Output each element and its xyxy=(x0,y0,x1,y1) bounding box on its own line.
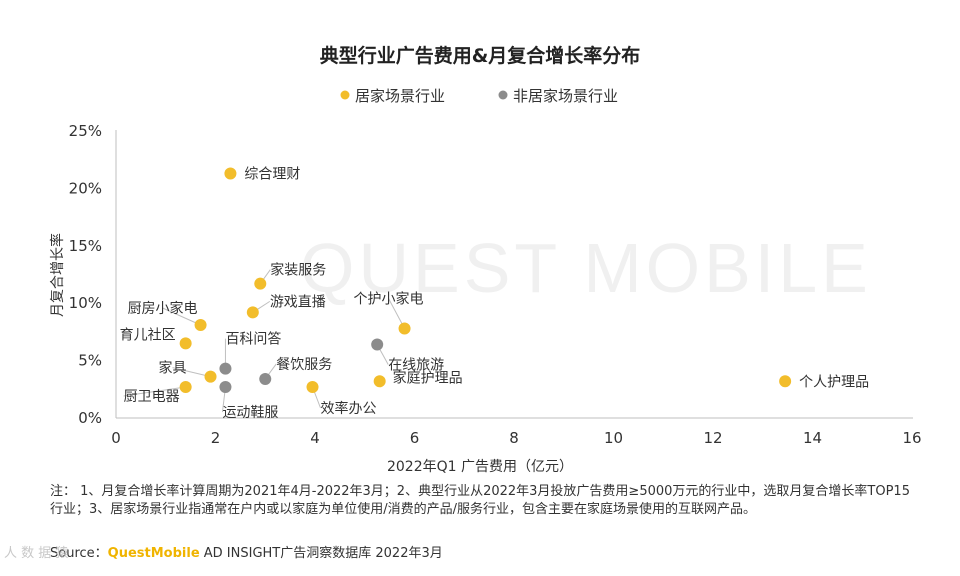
x-tick-label: 0 xyxy=(111,429,121,447)
y-axis-title: 月复合增长率 xyxy=(49,233,66,317)
y-tick-label: 15% xyxy=(69,237,102,255)
source-line: Source：QuestMobile AD INSIGHT广告洞察数据库 202… xyxy=(50,542,443,561)
data-point xyxy=(373,375,386,388)
point-label: 个人护理品 xyxy=(799,374,869,390)
legend-label: 非居家场景行业 xyxy=(513,87,618,105)
legend-marker xyxy=(340,90,350,100)
source-suffix: AD INSIGHT广告洞察数据库 2022年3月 xyxy=(199,546,443,561)
data-point xyxy=(779,375,792,388)
legend-marker xyxy=(498,90,508,100)
point-label: 家庭护理品 xyxy=(393,369,463,386)
point-label: 综合理财 xyxy=(244,166,300,182)
x-ticks: 0 2 4 6 8 10 12 14 16 xyxy=(111,429,921,447)
corner-watermark: 人 数 据 猿 xyxy=(4,546,69,561)
x-tick-label: 14 xyxy=(803,429,822,447)
point-label: 运动鞋服 xyxy=(222,405,278,421)
data-point xyxy=(246,306,259,319)
data-point xyxy=(194,319,207,332)
data-point xyxy=(306,381,319,394)
y-tick-label: 0% xyxy=(78,409,102,427)
point-label: 育儿社区 xyxy=(120,327,176,343)
legend: 居家场景行业 非居家场景行业 xyxy=(340,87,618,105)
data-points xyxy=(179,167,792,394)
point-label: 百科问答 xyxy=(225,331,281,348)
point-label: 厨房小家电 xyxy=(128,300,198,317)
data-point xyxy=(224,167,237,180)
y-tick-label: 5% xyxy=(78,352,102,370)
x-tick-label: 12 xyxy=(703,429,722,447)
leader-line xyxy=(172,367,211,378)
x-tick-label: 6 xyxy=(410,429,420,447)
source-prefix: Source： xyxy=(50,546,108,561)
scatter-chart: QUEST MOBILE 典型行业广告费用&月复合增长率分布 居家场景行业 非居家… xyxy=(49,44,922,475)
y-tick-label: 10% xyxy=(69,294,102,312)
leader-line xyxy=(123,386,186,397)
x-tick-label: 8 xyxy=(509,429,519,447)
point-label: 个护小家电 xyxy=(354,290,424,307)
point-label: 效率办公 xyxy=(321,400,377,417)
leader-line xyxy=(162,307,201,326)
x-tick-label: 2 xyxy=(211,429,221,447)
point-label: 家具 xyxy=(159,360,187,377)
data-point xyxy=(179,337,192,350)
data-point xyxy=(371,338,384,351)
watermark: QUEST MOBILE xyxy=(300,229,872,307)
data-point xyxy=(259,372,272,385)
y-ticks: 0% 5% 10% 15% 20% 25% xyxy=(69,122,102,427)
chart-title: 典型行业广告费用&月复合增长率分布 xyxy=(320,44,641,67)
data-point xyxy=(219,362,232,375)
data-point xyxy=(398,322,411,335)
x-tick-label: 10 xyxy=(604,429,623,447)
footnote: 注： 1、月复合增长率计算周期为2021年4月-2022年3月；2、典型行业从2… xyxy=(50,484,910,517)
x-axis-title: 2022年Q1 广告费用（亿元） xyxy=(387,459,573,475)
point-label: 游戏直播 xyxy=(270,293,326,310)
data-point xyxy=(204,370,217,383)
x-tick-label: 4 xyxy=(310,429,320,447)
x-tick-label: 16 xyxy=(902,429,921,447)
legend-label: 居家场景行业 xyxy=(355,87,445,105)
source-brand: QuestMobile xyxy=(107,546,200,561)
point-label: 厨卫电器 xyxy=(124,389,180,405)
y-tick-label: 20% xyxy=(69,179,102,197)
point-label: 家装服务 xyxy=(270,262,326,279)
data-point xyxy=(254,277,267,290)
y-tick-label: 25% xyxy=(69,122,102,140)
data-point xyxy=(179,381,192,394)
data-point xyxy=(219,381,232,394)
point-label: 餐饮服务 xyxy=(276,357,332,373)
point-label: 在线旅游 xyxy=(388,358,444,374)
